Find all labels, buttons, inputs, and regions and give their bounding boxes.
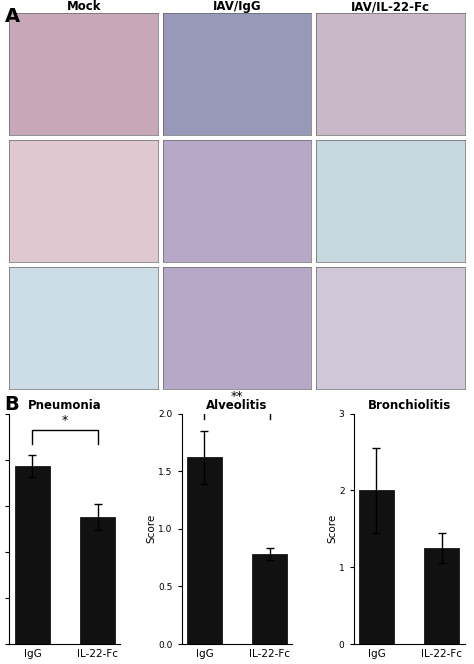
Bar (80, 517, 116, 644)
Bar (252, 554, 287, 644)
Title: Pneumonia: Pneumonia (28, 400, 102, 412)
Title: Bronchiolitis: Bronchiolitis (367, 400, 451, 412)
Bar (187, 457, 222, 644)
Title: IAV/IL-22-Fc: IAV/IL-22-Fc (351, 0, 429, 13)
Text: B: B (5, 395, 19, 414)
Text: *: * (62, 414, 68, 428)
Title: Mock: Mock (66, 0, 101, 13)
Y-axis label: Score: Score (147, 514, 157, 543)
Text: **: ** (231, 390, 243, 403)
Bar (424, 548, 459, 644)
Title: IAV/IgG: IAV/IgG (213, 0, 261, 13)
Bar (358, 491, 394, 644)
Text: A: A (5, 7, 20, 26)
Title: Alveolitis: Alveolitis (206, 400, 268, 412)
Y-axis label: Score: Score (328, 514, 337, 543)
Bar (15, 466, 50, 644)
